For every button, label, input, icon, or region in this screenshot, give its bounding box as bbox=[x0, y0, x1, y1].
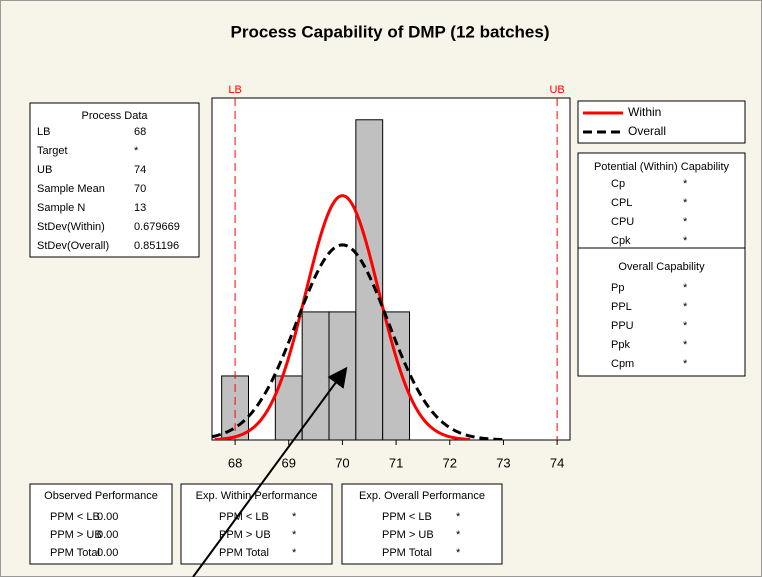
row-label: PPM Total bbox=[50, 547, 100, 559]
annotation-arrow bbox=[192, 366, 348, 577]
row-label: PPM < LB bbox=[219, 511, 269, 523]
row-label: PPU bbox=[611, 320, 634, 332]
table-box bbox=[29, 102, 200, 258]
row-value: 0.679669 bbox=[134, 221, 180, 233]
row-value: * bbox=[683, 282, 688, 294]
table-box bbox=[180, 483, 333, 565]
fit-curve bbox=[214, 194, 471, 440]
row-value: * bbox=[683, 197, 688, 209]
row-value: * bbox=[292, 511, 297, 523]
x-tick-label: 73 bbox=[496, 455, 510, 470]
row-label: PPM < LB bbox=[382, 511, 432, 523]
row-value: 13 bbox=[134, 202, 146, 214]
table-box bbox=[29, 483, 173, 565]
table-title: Process Data bbox=[81, 110, 148, 122]
row-label: Ppk bbox=[611, 339, 630, 351]
row-value: * bbox=[456, 547, 461, 559]
table-title: Observed Performance bbox=[44, 490, 158, 502]
legend-label: Overall bbox=[628, 124, 666, 138]
x-tick-label: 68 bbox=[228, 455, 242, 470]
histogram-bar bbox=[301, 311, 330, 441]
histogram-bar bbox=[382, 311, 411, 441]
table-title: Potential (Within) Capability bbox=[594, 161, 730, 173]
row-label: Cp bbox=[611, 178, 625, 190]
row-value: 0.851196 bbox=[134, 240, 179, 252]
spec-label: LB bbox=[228, 84, 241, 96]
legend-label: Within bbox=[628, 105, 661, 119]
table-title: Exp. Overall Performance bbox=[359, 490, 485, 502]
row-label: Cpk bbox=[611, 235, 631, 247]
row-label: PPM Total bbox=[219, 547, 269, 559]
row-label: PPM > UB bbox=[219, 529, 271, 541]
histogram-bar bbox=[355, 119, 384, 441]
row-label: Sample N bbox=[37, 202, 85, 214]
row-value: * bbox=[683, 216, 688, 228]
row-value: * bbox=[456, 511, 461, 523]
table-title: Overall Capability bbox=[618, 261, 705, 273]
table-title: Exp. Within Performance bbox=[196, 490, 318, 502]
row-value: 74 bbox=[134, 164, 146, 176]
row-value: * bbox=[683, 178, 688, 190]
row-value: 68 bbox=[134, 126, 146, 138]
row-value: 0.00 bbox=[97, 511, 118, 523]
histogram-bar bbox=[328, 311, 357, 441]
row-label: PPL bbox=[611, 301, 632, 313]
row-label: PPM > UB bbox=[50, 529, 102, 541]
fit-curve bbox=[212, 243, 503, 440]
row-label: LB bbox=[37, 126, 50, 138]
row-value: * bbox=[134, 145, 139, 157]
legend-box bbox=[577, 100, 746, 144]
x-tick-label: 69 bbox=[282, 455, 296, 470]
row-label: PPM > UB bbox=[382, 529, 434, 541]
row-label: PPM < LB bbox=[50, 511, 100, 523]
table-box bbox=[577, 152, 746, 249]
row-label: Pp bbox=[611, 282, 624, 294]
row-label: Cpm bbox=[611, 358, 634, 370]
row-label: StDev(Within) bbox=[37, 221, 105, 233]
row-value: 0.00 bbox=[97, 547, 118, 559]
row-label: Target bbox=[37, 145, 68, 157]
row-value: * bbox=[683, 320, 688, 332]
row-value: * bbox=[683, 235, 688, 247]
row-value: * bbox=[456, 529, 461, 541]
row-value: 0.00 bbox=[97, 529, 118, 541]
x-tick-label: 74 bbox=[550, 455, 564, 470]
curves bbox=[212, 194, 503, 440]
row-value: * bbox=[292, 547, 297, 559]
row-label: Sample Mean bbox=[37, 183, 105, 195]
row-value: * bbox=[683, 358, 688, 370]
row-value: 70 bbox=[134, 183, 146, 195]
row-label: StDev(Overall) bbox=[37, 240, 109, 252]
row-label: PPM Total bbox=[382, 547, 432, 559]
row-value: * bbox=[683, 339, 688, 351]
chart-title: Process Capability of DMP (12 batches) bbox=[230, 22, 549, 41]
row-value: * bbox=[683, 301, 688, 313]
table-box bbox=[341, 483, 503, 565]
x-tick-label: 72 bbox=[443, 455, 457, 470]
spec-label: UB bbox=[549, 84, 564, 96]
table-box bbox=[577, 247, 746, 377]
row-value: * bbox=[292, 529, 297, 541]
row-label: CPL bbox=[611, 197, 632, 209]
x-tick-label: 71 bbox=[389, 455, 403, 470]
row-label: CPU bbox=[611, 216, 634, 228]
x-tick-label: 70 bbox=[335, 455, 349, 470]
row-label: UB bbox=[37, 164, 52, 176]
